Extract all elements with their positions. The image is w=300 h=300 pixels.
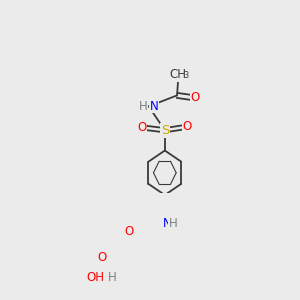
Text: OH: OH <box>86 271 104 284</box>
Text: S: S <box>160 124 169 137</box>
Text: O: O <box>137 121 146 134</box>
Text: O: O <box>95 271 104 284</box>
Text: N: N <box>163 217 171 230</box>
Text: O: O <box>125 225 134 238</box>
Text: N: N <box>150 100 158 113</box>
Text: CH: CH <box>170 68 187 81</box>
Text: O: O <box>183 121 192 134</box>
Text: O: O <box>97 251 106 264</box>
Text: 3: 3 <box>183 71 188 80</box>
Text: H: H <box>108 271 116 284</box>
Text: H: H <box>169 217 178 230</box>
Text: H: H <box>139 100 148 113</box>
Text: O: O <box>190 92 200 104</box>
